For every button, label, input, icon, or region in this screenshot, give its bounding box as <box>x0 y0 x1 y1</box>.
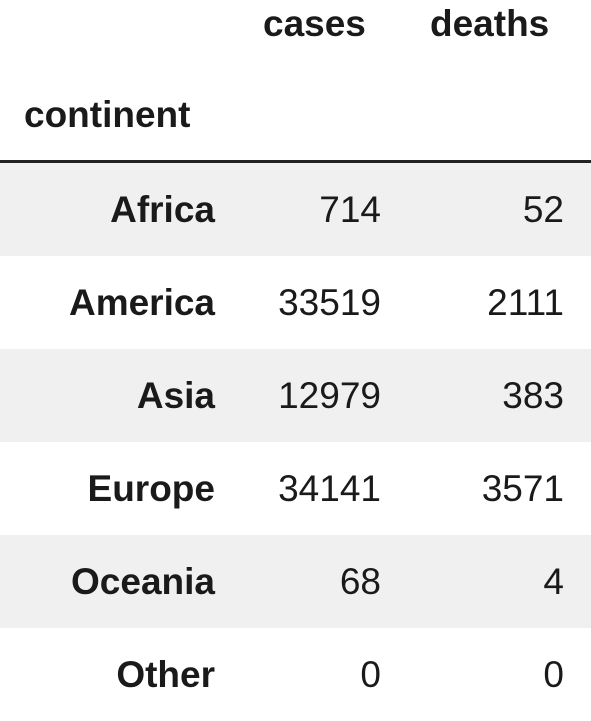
deaths-cell: 3571 <box>481 468 564 509</box>
cases-cell: 12979 <box>278 375 381 416</box>
deaths-cell: 2111 <box>487 282 564 323</box>
deaths-cell: 4 <box>543 561 564 602</box>
deaths-cell: 52 <box>522 189 564 230</box>
table-body: Africa 714 52 America 33519 2111 Asia 12… <box>0 163 591 721</box>
table-row: America 33519 2111 <box>0 256 591 349</box>
cases-cell: 0 <box>360 654 381 695</box>
row-index-label: Europe <box>87 468 215 509</box>
row-index-label: America <box>68 282 215 323</box>
cases-cell: 34141 <box>278 468 381 509</box>
row-index-label: Asia <box>136 375 215 416</box>
table-row: Europe 34141 3571 <box>0 442 591 535</box>
deaths-cell: 0 <box>543 654 564 695</box>
deaths-cell: 383 <box>502 375 564 416</box>
table-row: Asia 12979 383 <box>0 349 591 442</box>
column-header-cases: cases <box>263 3 366 44</box>
index-header-continent: continent <box>24 94 191 135</box>
header-divider <box>0 160 591 163</box>
row-index-label: Oceania <box>71 561 215 602</box>
cases-cell: 33519 <box>278 282 381 323</box>
cases-cell: 714 <box>319 189 381 230</box>
table-row: Africa 714 52 <box>0 163 591 256</box>
row-index-label: Africa <box>110 189 215 230</box>
table-row: Oceania 68 4 <box>0 535 591 628</box>
row-index-label: Other <box>116 654 215 695</box>
cases-cell: 68 <box>339 561 381 602</box>
column-header-deaths: deaths <box>430 3 550 44</box>
table-row: Other 0 0 <box>0 628 591 721</box>
